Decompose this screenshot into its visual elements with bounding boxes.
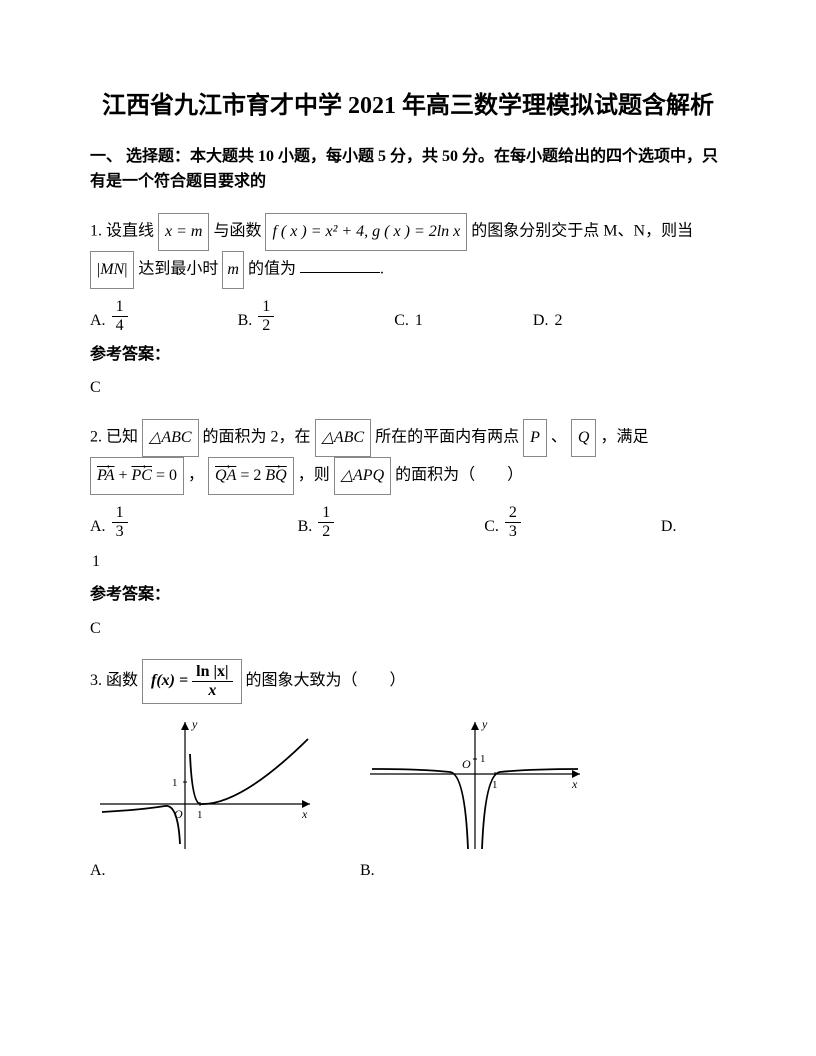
q2-comma-1: ， xyxy=(188,467,204,484)
q3-function-eq: f(x) = ln |x| x xyxy=(142,659,242,704)
q2-point-q: Q xyxy=(571,419,597,457)
q1-opt-d-label: D. xyxy=(533,308,549,334)
q1-opt-b: B. 1 2 xyxy=(238,299,275,334)
q3-b-y-label: y xyxy=(481,717,488,731)
q3-graph-b: y x O 1 1 xyxy=(360,714,590,854)
q2-text-b: 的面积为 2，在 xyxy=(203,429,311,446)
q2-c-den: 3 xyxy=(505,523,521,540)
q3-b-origin: O xyxy=(462,757,471,771)
q3-number: 3. xyxy=(90,672,102,689)
q2-text-c: 所在的平面内有两点 xyxy=(375,429,519,446)
q1-opt-d: D. 2 xyxy=(533,308,563,334)
question-3: 3. 函数 f(x) = ln |x| x 的图象大致为（ ） xyxy=(90,659,726,704)
q2-point-p: P xyxy=(523,419,547,457)
q1-blank xyxy=(300,257,380,273)
q1-answer: C xyxy=(90,375,726,401)
q3-eq-num: ln |x| xyxy=(192,664,232,682)
q1-eq-m: m xyxy=(222,251,244,289)
q2-opt-c-value: 2 3 xyxy=(505,505,521,540)
q3-graphs-row: y x O 1 1 A. y x O 1 1 xyxy=(90,714,726,884)
q1-options: A. 1 4 B. 1 2 C. 1 D. 2 xyxy=(90,299,726,334)
q2-triangle-2: △ABC xyxy=(315,419,372,457)
q1-b-num: 1 xyxy=(258,299,274,317)
q2-answer-label: 参考答案： xyxy=(90,582,726,608)
q1-b-den: 2 xyxy=(258,317,274,334)
q2-opt-d-value: 1 xyxy=(90,549,102,575)
q2-opt-b-value: 1 2 xyxy=(318,505,334,540)
q2-text-d: ，满足 xyxy=(600,429,648,446)
q3-opt-a-label: A. xyxy=(90,858,106,884)
page-title: 江西省九江市育才中学 2021 年高三数学理模拟试题含解析 xyxy=(90,90,726,124)
q2-opt-a-label: A. xyxy=(90,514,106,540)
q2-eq-vectors-1: →PA + →PC = 0 xyxy=(90,457,184,495)
q3-b-tick-y: 1 xyxy=(480,753,486,765)
q3-b-x-label: x xyxy=(571,777,578,791)
q1-text-e: 的值为 xyxy=(248,260,296,277)
q1-eq-mn: |MN| xyxy=(90,251,134,289)
q2-opt-b-label: B. xyxy=(298,514,313,540)
q1-answer-label: 参考答案： xyxy=(90,342,726,368)
q3-b-tick-x: 1 xyxy=(492,779,498,791)
q3-a-tick-y: 1 xyxy=(172,777,178,789)
q1-opt-c: C. 1 xyxy=(394,308,423,334)
q1-text-a: 设直线 xyxy=(106,222,154,239)
q1-text-b: 与函数 xyxy=(213,222,261,239)
q1-opt-a-value: 1 4 xyxy=(112,299,128,334)
q2-opt-a-value: 1 3 xyxy=(112,505,128,540)
q2-b-den: 2 xyxy=(318,523,334,540)
q2-text-a: 已知 xyxy=(106,429,138,446)
q1-opt-b-label: B. xyxy=(238,308,253,334)
q1-text-d: 达到最小时 xyxy=(138,260,218,277)
q2-text-e: ，则 xyxy=(298,467,330,484)
q2-opt-c: C. 2 3 xyxy=(484,505,521,540)
q2-number: 2. xyxy=(90,429,102,446)
q1-opt-a-label: A. xyxy=(90,308,106,334)
q1-opt-c-value: 1 xyxy=(415,308,423,334)
q2-opt-b: B. 1 2 xyxy=(298,505,335,540)
q3-eq-lhs: f(x) = xyxy=(151,672,188,689)
q3-graph-a: y x O 1 1 xyxy=(90,714,320,854)
q2-opt-c-label: C. xyxy=(484,514,499,540)
q2-triangle-3: △APQ xyxy=(334,457,391,495)
q2-c-num: 2 xyxy=(505,505,521,523)
q2-opt-d-label: D. xyxy=(661,514,677,540)
q1-opt-b-value: 1 2 xyxy=(258,299,274,334)
q1-a-den: 4 xyxy=(112,317,128,334)
question-2: 2. 已知 △ABC 的面积为 2，在 △ABC 所在的平面内有两点 P 、 Q… xyxy=(90,419,726,495)
q3-a-x-label: x xyxy=(301,807,308,821)
q2-a-num: 1 xyxy=(112,505,128,523)
q2-eq-vectors-2: →QA = 2 →BQ xyxy=(208,457,294,495)
q2-options: A. 1 3 B. 1 2 C. 2 3 D. xyxy=(90,505,726,540)
q3-graph-a-cell: y x O 1 1 A. xyxy=(90,714,320,884)
q1-text-c: 的图象分别交于点 M、N，则当 xyxy=(471,222,693,239)
section-1-header: 一、 选择题：本大题共 10 小题，每小题 5 分，共 50 分。在每小题给出的… xyxy=(90,144,726,195)
q2-opt-a: A. 1 3 xyxy=(90,505,128,540)
q1-number: 1. xyxy=(90,222,102,239)
q3-a-y-label: y xyxy=(191,717,198,731)
q2-text-f: 的面积为（ ） xyxy=(395,467,523,484)
q1-eq-functions: f ( x ) = x² + 4, g ( x ) = 2ln x xyxy=(265,213,467,251)
question-1: 1. 设直线 x = m 与函数 f ( x ) = x² + 4, g ( x… xyxy=(90,213,726,289)
q1-eq-line: x = m xyxy=(158,213,209,251)
q1-opt-d-value: 2 xyxy=(554,308,562,334)
q2-answer: C xyxy=(90,616,726,642)
q3-text-a: 函数 xyxy=(106,672,138,689)
q3-graph-b-cell: y x O 1 1 B. xyxy=(360,714,590,884)
q2-eq1-rhs: = 0 xyxy=(156,467,177,484)
q2-b-num: 1 xyxy=(318,505,334,523)
q3-a-tick-x: 1 xyxy=(197,809,203,821)
q2-sep: 、 xyxy=(551,429,567,446)
q3-eq-den: x xyxy=(204,682,220,699)
q1-opt-c-label: C. xyxy=(394,308,409,334)
q2-opt-d-value-row: 1 xyxy=(90,548,726,574)
q3-opt-b-label: B. xyxy=(360,858,375,884)
q2-a-den: 3 xyxy=(112,523,128,540)
q3-text-b: 的图象大致为（ ） xyxy=(246,672,406,689)
q1-a-num: 1 xyxy=(112,299,128,317)
q1-opt-a: A. 1 4 xyxy=(90,299,128,334)
q2-opt-d: D. xyxy=(661,514,683,540)
